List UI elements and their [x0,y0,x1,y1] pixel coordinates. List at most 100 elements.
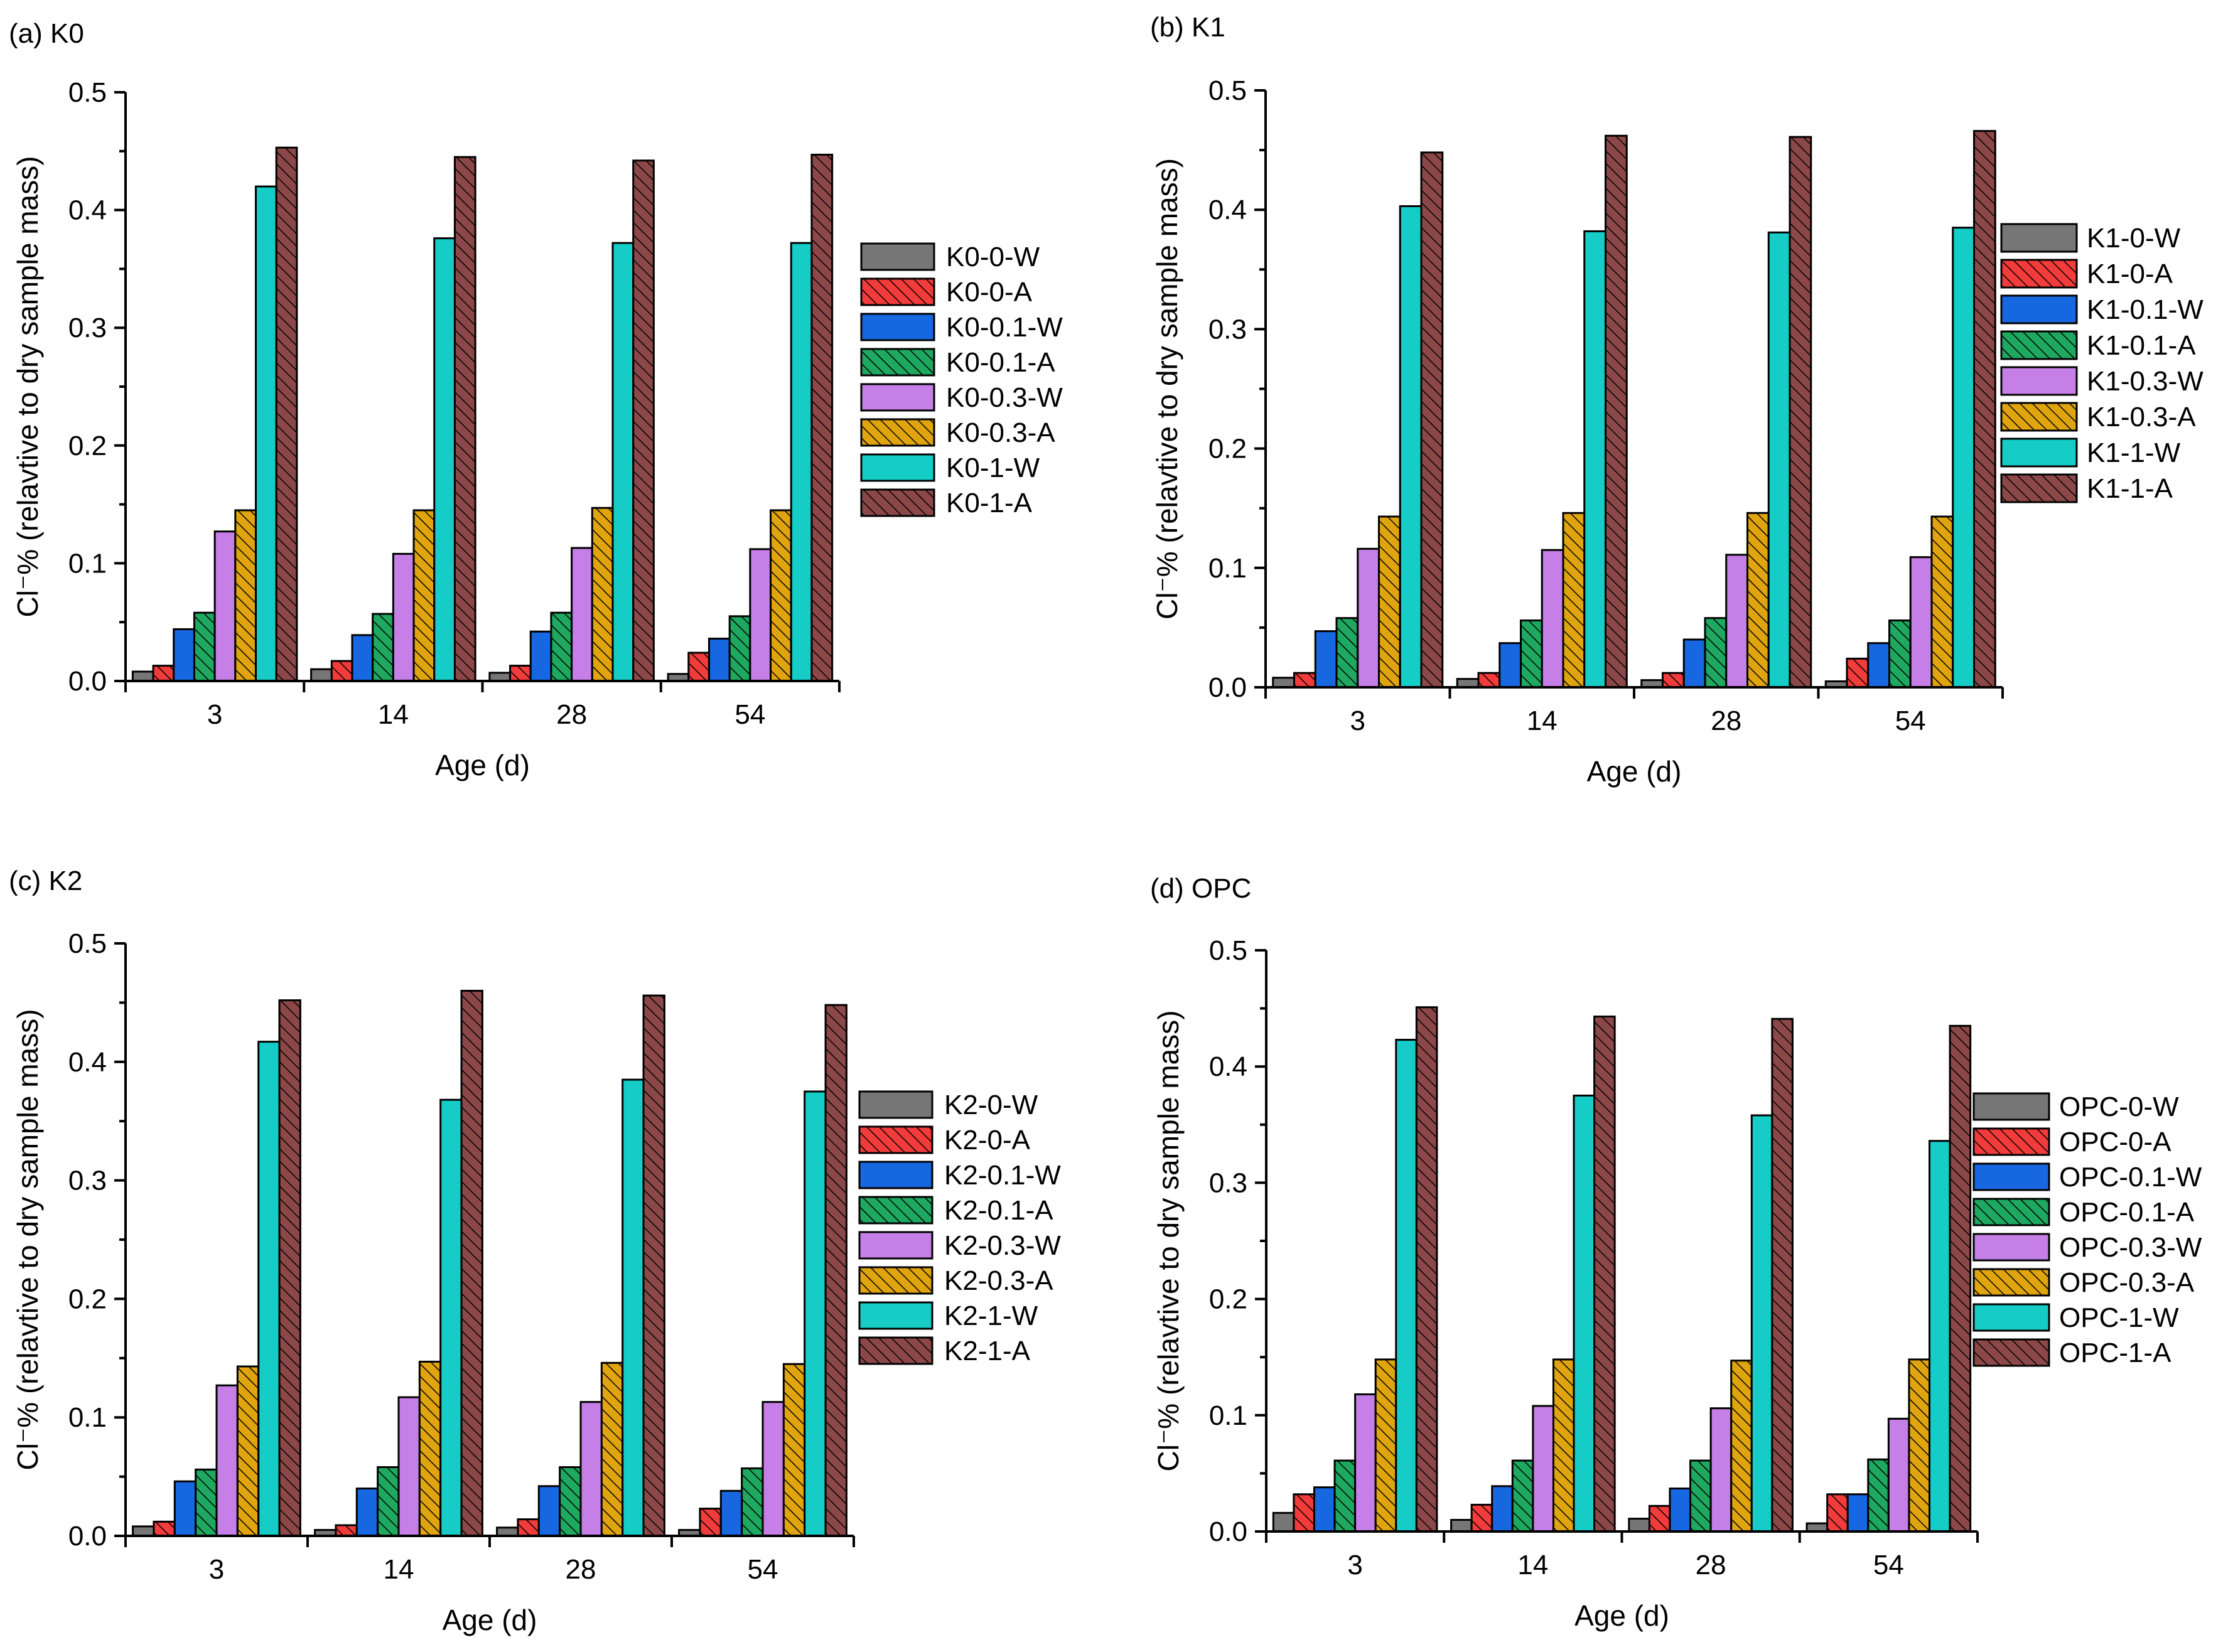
x-axis-title: Age (d) [435,749,530,781]
bar-K1-1-A-28: K1-1-A @ 28 d: 0.461 [1789,136,1812,689]
bar-K1-0.3-A-14: K1-0.3-A @ 14 d: 0.146 [1562,512,1586,689]
bar-K1-0-A-28: K1-0-A @ 28 d: 0.012 [1661,672,1685,689]
bars: OPC-0-W @ 3 d: 0.016OPC-0-A @ 3 d: 0.032… [1272,1006,1972,1533]
legend-label: K2-0.3-A [944,1265,1053,1296]
bar-K2-1-W-54: K2-1-W @ 54 d: 0.375 [804,1090,827,1537]
bar-K1-0-A-14: K1-0-A @ 14 d: 0.012 [1477,672,1501,689]
bar-K0-0.3-W-28: K0-0.3-W @ 28 d: 0.113 [571,547,593,682]
bar-OPC-0.3-A-28: OPC-0.3-A @ 28 d: 0.147 [1730,1360,1753,1533]
bar-K0-1-A-54: K0-1-A @ 54 d: 0.447 [810,153,834,682]
legend-label: K2-1-A [944,1336,1031,1366]
bar-K1-0-A-3: K1-0-A @ 3 d: 0.012 [1293,672,1316,689]
bar-K1-0.1-A-14: K1-0.1-A @ 14 d: 0.056 [1519,619,1543,689]
legend-swatch-K2-1-A [858,1336,934,1365]
y-tick-label: 0.2 [68,1284,107,1314]
bar-K0-1-W-14: K0-1-W @ 14 d: 0.376 [433,237,456,682]
panel-title: (b) K1 [1150,12,1225,43]
bar-OPC-1-A-28: OPC-1-A @ 28 d: 0.441 [1771,1017,1794,1533]
bar-OPC-0.1-W-54: OPC-0.1-W @ 54 d: 0.032 [1846,1493,1870,1533]
y-axis-title: Cl⁻% (relavtive to dry sample mass) [1152,1011,1185,1472]
x-tick-label: 14 [378,699,409,730]
bar-K0-1-W-28: K0-1-W @ 28 d: 0.372 [611,242,635,682]
legend-label: K2-0.1-W [944,1160,1061,1191]
legend-swatch-K0-0-W [860,242,935,271]
bar-OPC-1-W-3: OPC-1-W @ 3 d: 0.423 [1395,1039,1418,1533]
legend-swatch-K2-0.3-W [858,1231,934,1260]
bar-K1-0.3-W-28: K1-0.3-W @ 28 d: 0.111 [1725,554,1749,689]
bar-K2-0.3-W-28: K2-0.3-W @ 28 d: 0.113 [579,1401,603,1537]
legend: OPC-0-W OPC-0-A OPC-0.1-W OPC-0.1-A OPC-0.3-… [1972,1092,2202,1368]
bar-K2-1-A-3: K2-1-A @ 3 d: 0.452 [278,999,301,1537]
y-tick-label: 0.3 [68,1166,107,1196]
y-tick-label: 0.0 [68,666,107,697]
legend-label: K2-0.1-A [944,1195,1053,1226]
legend-swatch-OPC-0.3-A [1972,1268,2050,1297]
bar-K0-1-A-3: K0-1-A @ 3 d: 0.453 [275,146,298,682]
bar-K2-0.3-A-14: K2-0.3-A @ 14 d: 0.147 [418,1360,442,1537]
legend-label: K0-0.1-A [946,347,1055,378]
legend-swatch-OPC-1-W [1972,1303,2050,1332]
bar-OPC-0.1-W-28: OPC-0.1-W @ 28 d: 0.037 [1669,1487,1692,1533]
legend-label: K0-0.1-W [946,312,1063,343]
legend-label: OPC-1-W [2059,1302,2179,1333]
x-tick-label: 14 [1517,1550,1548,1580]
legend-swatch-K0-0.1-A [860,348,935,377]
y-tick-label: 0.1 [1208,553,1247,584]
x-tick-label: 54 [1895,705,1926,736]
x-tick-label: 28 [1696,1550,1726,1580]
bar-K2-0.3-W-54: K2-0.3-W @ 54 d: 0.113 [761,1401,785,1537]
bar-K2-0-A-3: K2-0-A @ 3 d: 0.012 [153,1520,176,1537]
bar-K1-1-W-14: K1-1-W @ 14 d: 0.382 [1583,230,1607,689]
bar-OPC-0.1-W-3: OPC-0.1-W @ 3 d: 0.038 [1313,1486,1336,1533]
legend-swatch-K1-0-A [2000,259,2078,289]
legend-swatch-K1-0.3-W [2000,366,2078,396]
bar-K1-0.3-W-14: K1-0.3-W @ 14 d: 0.115 [1541,549,1564,689]
bar-OPC-0-A-28: OPC-0-A @ 28 d: 0.022 [1648,1504,1671,1533]
legend-label: K0-1-A [946,488,1033,518]
bar-OPC-1-W-28: OPC-1-W @ 28 d: 0.358 [1750,1114,1773,1533]
bar-OPC-0.3-W-3: OPC-0.3-W @ 3 d: 0.118 [1354,1393,1377,1533]
bar-K2-1-A-28: K2-1-A @ 28 d: 0.456 [642,994,665,1537]
bar-K0-0.1-W-28: K0-0.1-W @ 28 d: 0.042 [529,630,552,682]
bar-K1-0.3-W-3: K1-0.3-W @ 3 d: 0.116 [1357,547,1380,689]
x-axis-title: Age (d) [1574,1599,1669,1632]
legend-swatch-OPC-0.3-W [1972,1233,2050,1262]
bar-K2-0.3-A-3: K2-0.3-A @ 3 d: 0.143 [236,1365,260,1537]
legend-label: K0-0.3-W [946,382,1063,413]
bar-K1-0.1-A-28: K1-0.1-A @ 28 d: 0.058 [1704,617,1728,689]
legend-label: K1-0.3-A [2087,402,2196,432]
legend-swatch-K0-0.1-W [860,313,935,341]
legend-swatch-K1-1-A [2000,473,2078,503]
legend-label: OPC-0.3-W [2059,1232,2202,1263]
panel-title: (a) K0 [9,18,84,49]
bar-OPC-1-A-54: OPC-1-A @ 54 d: 0.435 [1949,1024,1972,1533]
legend-label: K1-1-W [2087,437,2181,468]
bar-K1-0.3-W-54: K1-0.3-W @ 54 d: 0.109 [1909,556,1933,689]
bar-K0-0.1-W-3: K0-0.1-W @ 3 d: 0.044 [173,628,195,682]
bar-K0-0.3-W-14: K0-0.3-W @ 14 d: 0.108 [392,552,415,682]
y-tick-label: 0.0 [1209,1516,1247,1547]
x-tick-label: 54 [734,699,765,730]
legend-swatch-K0-0.3-W [860,383,935,412]
y-axis-title: Cl⁻% (relavtive to dry sample mass) [1151,158,1183,620]
bars: K0-0-W @ 3 d: 0.008K0-0-A @ 3 d: 0.013K0… [131,146,834,682]
y-tick-label: 0.1 [1209,1400,1247,1431]
y-tick-label: 0.5 [68,77,107,108]
legend-swatch-K1-0.1-W [2000,294,2078,324]
legend-swatch-K2-0.3-A [858,1266,934,1295]
bar-K1-0.1-W-28: K1-0.1-W @ 28 d: 0.04 [1682,638,1706,689]
y-tick-label: 0.0 [68,1521,107,1552]
legend-swatch-K1-0-W [2000,223,2078,253]
legend-swatch-OPC-0.1-A [1972,1198,2050,1226]
x-tick-label: 14 [384,1554,414,1585]
legend-swatch-OPC-0-W [1972,1092,2050,1121]
legend-swatch-K0-0-A [860,277,935,306]
bar-OPC-0.3-W-54: OPC-0.3-W @ 54 d: 0.097 [1887,1417,1910,1533]
bar-K1-0-W-3: K1-0-W @ 3 d: 0.008 [1272,677,1295,689]
bar-K0-0-W-3: K0-0-W @ 3 d: 0.008 [131,670,154,682]
y-tick-label: 0.0 [1208,672,1247,703]
legend-label: OPC-1-A [2059,1338,2171,1368]
bar-K1-0.1-W-3: K1-0.1-W @ 3 d: 0.047 [1314,630,1338,689]
